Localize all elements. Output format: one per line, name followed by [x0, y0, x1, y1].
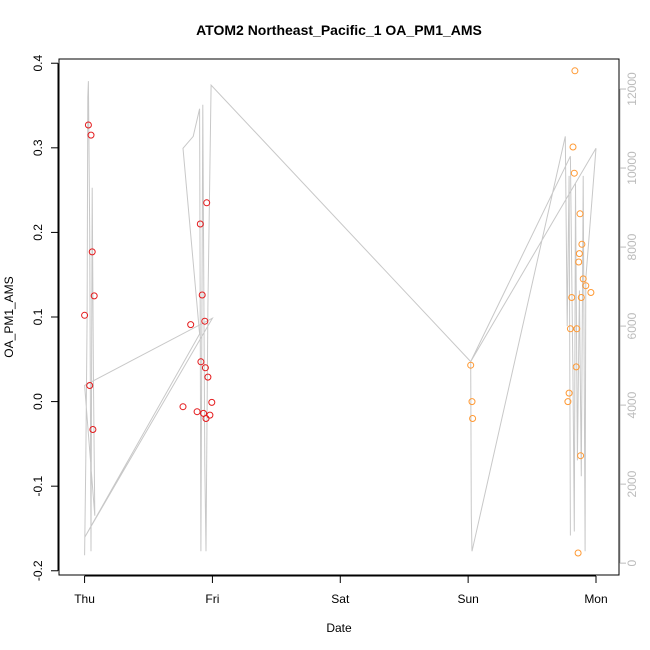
data-point [577, 294, 585, 301]
data-point [468, 398, 476, 406]
data-point [88, 248, 96, 256]
chart-title: ATOM2 Northeast_Pacific_1 OA_PM1_AMS [196, 22, 482, 38]
x-tick-label: Fri [205, 592, 219, 606]
data-point [574, 549, 582, 557]
y-tick-label: 0.1 [31, 308, 45, 325]
y-tick-label: 0.2 [31, 224, 45, 241]
x-tick-label: Sat [331, 592, 350, 606]
data-point [564, 398, 572, 406]
y2-tick-label: 6000 [625, 312, 639, 339]
data-point [467, 361, 475, 369]
y-tick-label: -0.2 [31, 560, 45, 581]
data-point [570, 169, 578, 177]
data-point [198, 291, 206, 299]
data-point [201, 317, 209, 325]
data-point [201, 364, 209, 372]
data-point [575, 250, 583, 258]
y2-tick-label: 0 [625, 559, 639, 566]
x-tick-label: Mon [584, 592, 607, 606]
data-point [84, 121, 92, 129]
y-tick-label: 0.0 [31, 393, 45, 410]
plot-area-frame [58, 58, 620, 576]
x-axis-label: Date [326, 621, 352, 635]
y2-tick-label: 8000 [625, 233, 639, 260]
data-point [187, 321, 195, 329]
data-point [196, 220, 204, 228]
y-tick-label: -0.1 [31, 476, 45, 497]
data-point [204, 373, 212, 381]
data-point [569, 143, 577, 151]
data-point [587, 289, 595, 296]
x-tick-label: Thu [74, 592, 95, 606]
data-point [193, 408, 201, 416]
data-point [202, 415, 210, 422]
data-point [572, 363, 580, 371]
y-tick-label: 0.4 [31, 55, 45, 72]
data-points-layer [81, 67, 595, 557]
y-axis-left: -0.2 -0.1 0.0 0.1 0.2 0.3 0.4 [31, 55, 59, 581]
y2-tick-label: 12000 [625, 72, 639, 106]
data-point [87, 131, 95, 139]
data-point [89, 426, 97, 433]
data-point [573, 325, 581, 333]
data-point [568, 294, 576, 301]
y2-tick-label: 10000 [625, 151, 639, 185]
data-point [579, 275, 587, 283]
data-point [206, 411, 214, 419]
data-point [565, 389, 573, 397]
data-point [179, 403, 187, 411]
data-point [197, 358, 205, 366]
data-point [469, 415, 477, 422]
altitude-line [84, 81, 597, 556]
y2-tick-label: 2000 [625, 470, 639, 497]
data-point [576, 210, 584, 218]
x-axis: Thu Fri Sat Sun Mon [74, 575, 608, 606]
altitude-line-layer [84, 81, 597, 556]
y-axis-label: OA_PM1_AMS [2, 276, 16, 357]
data-point [571, 67, 579, 75]
data-point [577, 452, 585, 460]
data-point [90, 292, 98, 300]
data-point [575, 258, 583, 266]
data-point [208, 398, 216, 406]
data-point [81, 311, 89, 319]
data-point [582, 282, 590, 290]
data-point [203, 199, 211, 207]
y-axis-right: 0 2000 4000 6000 8000 10000 12000 [619, 72, 639, 566]
y-tick-label: 0.3 [31, 139, 45, 156]
data-point [86, 382, 94, 389]
data-point [578, 240, 586, 248]
x-tick-label: Sun [457, 592, 478, 606]
y2-tick-label: 4000 [625, 391, 639, 418]
